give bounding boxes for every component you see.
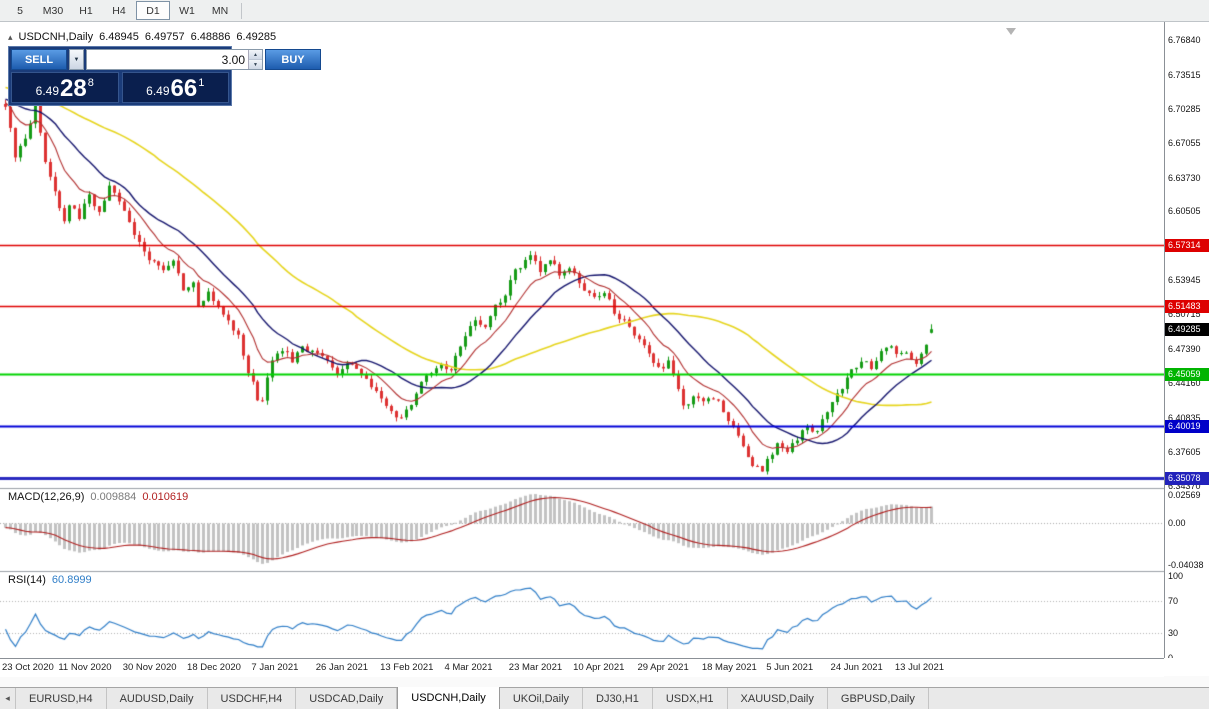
- price-axis-label: 6.40835: [1168, 412, 1201, 423]
- date-axis-label: 5 Jun 2021: [766, 662, 814, 673]
- macd-main-value: 0.009884: [90, 491, 137, 503]
- price-axis-label: 6.73515: [1168, 69, 1201, 80]
- timeframe-button-5[interactable]: 5: [17, 4, 23, 17]
- tab-eurusd-h4[interactable]: EURUSD,H4: [16, 688, 107, 709]
- ohlc-open: 6.48945: [99, 31, 139, 43]
- timeframe-toolbar: 5 M30 H1 H4 D1 W1 MN: [0, 0, 1209, 22]
- macd-axis-label: 0.02569: [1168, 490, 1201, 501]
- symbol-tabbar: ◂ EURUSD,H4 AUDUSD,Daily USDCHF,H4 USDCAD,Da…: [0, 687, 1209, 709]
- date-axis-label: 11 Nov 2020: [58, 662, 112, 673]
- volume-step-down-icon[interactable]: ▼: [249, 60, 262, 69]
- volume-step-up-icon[interactable]: ▲: [249, 50, 262, 60]
- price-axis-label: 6.60505: [1168, 206, 1201, 217]
- price-axis-label: 6.50715: [1168, 309, 1201, 320]
- price-axis-label: 6.70285: [1168, 103, 1201, 114]
- volume-stepper: ▲ ▼: [248, 50, 262, 69]
- price-axis-label: 6.37605: [1168, 446, 1201, 457]
- volume-input[interactable]: [87, 50, 248, 69]
- macd-signal-value: 0.010619: [142, 491, 189, 503]
- line-price-badge: 6.35078: [1165, 472, 1209, 486]
- timeframe-button-h4[interactable]: H4: [112, 4, 126, 17]
- rsi-title: RSI(14): [8, 574, 46, 586]
- price-axis-label: 6.53945: [1168, 275, 1201, 286]
- price-axis-label: 6.67055: [1168, 137, 1201, 148]
- timeframe-button-w1[interactable]: W1: [179, 4, 195, 17]
- tab-usdchf-h4[interactable]: USDCHF,H4: [208, 688, 297, 709]
- date-axis-label: 4 Mar 2021: [444, 662, 493, 673]
- tab-ukoil-daily[interactable]: UKOil,Daily: [500, 688, 584, 709]
- date-axis-label: 30 Nov 2020: [122, 662, 177, 673]
- price-axis-label: 6.63730: [1168, 172, 1201, 183]
- sell-price-sup: 8: [87, 77, 94, 89]
- price-axis-label: 6.47390: [1168, 344, 1201, 355]
- chart-shift-marker[interactable]: [1006, 28, 1016, 35]
- tab-usdcnh-daily[interactable]: USDCNH,Daily: [397, 687, 500, 709]
- volume-field: ▲ ▼: [86, 49, 263, 70]
- rsi-value: 60.8999: [51, 574, 92, 586]
- tab-scroll-left-icon[interactable]: ◂: [0, 688, 16, 709]
- tab-audusd-daily[interactable]: AUDUSD,Daily: [107, 688, 208, 709]
- price-axis-label: 6.76840: [1168, 35, 1201, 46]
- date-axis-label: 26 Jan 2021: [315, 662, 369, 673]
- macd-header: MACD(12,26,9) 0.009884 0.010619: [8, 491, 188, 503]
- toolbar-separator: [241, 2, 242, 19]
- volume-dropdown-icon[interactable]: ▼: [69, 49, 84, 70]
- date-axis-label: 18 Dec 2020: [187, 662, 241, 673]
- rsi-axis-label: 0: [1168, 653, 1174, 658]
- chart-region: ▴ USDCNH,Daily 6.48945 6.49757 6.48886 6…: [0, 22, 1209, 677]
- date-axis-label: 10 Apr 2021: [573, 662, 625, 673]
- buy-price-big: 66: [170, 75, 198, 102]
- date-axis-label: 29 Apr 2021: [637, 662, 689, 673]
- price-axis-label: 6.34370: [1168, 480, 1201, 491]
- sell-price-big: 28: [60, 75, 87, 102]
- date-axis-label: 24 Jun 2021: [830, 662, 883, 673]
- ohlc-high: 6.49757: [144, 31, 185, 43]
- tab-usdcad-daily[interactable]: USDCAD,Daily: [296, 688, 398, 709]
- ohlc-close: 6.49285: [236, 31, 277, 43]
- buy-button[interactable]: BUY: [265, 49, 321, 70]
- timeframe-button-d1[interactable]: D1: [136, 1, 170, 20]
- one-click-collapse-icon[interactable]: ▴: [8, 32, 13, 42]
- chart-canvas[interactable]: [0, 22, 1164, 658]
- rsi-header: RSI(14) 60.8999: [8, 574, 92, 586]
- date-axis-label: 13 Feb 2021: [380, 662, 434, 673]
- buy-price-sup: 1: [198, 77, 205, 89]
- rsi-axis-label: 30: [1168, 628, 1179, 639]
- ohlc-low: 6.48886: [190, 31, 231, 43]
- line-price-badge: 6.45059: [1165, 367, 1209, 381]
- tab-xauusd-daily[interactable]: XAUUSD,Daily: [728, 688, 828, 709]
- date-axis-label: 13 Jul 2021: [894, 662, 945, 673]
- buy-price-display[interactable]: 6.49 66 1: [121, 72, 229, 103]
- macd-title: MACD(12,26,9): [8, 491, 85, 503]
- price-axis[interactable]: 6.76840 6.73515 6.70285 6.67055 6.63730 6.605…: [1164, 22, 1209, 658]
- sell-price-base: 6.49: [35, 84, 60, 98]
- date-axis-label: 23 Mar 2021: [508, 662, 563, 673]
- timeframe-button-h1[interactable]: H1: [79, 4, 93, 17]
- line-price-badge: 6.57314: [1165, 238, 1209, 252]
- macd-axis-label: 0.00: [1168, 517, 1186, 528]
- symbol-label: USDCNH,Daily: [18, 31, 94, 43]
- timeframe-button-m30[interactable]: M30: [42, 4, 64, 17]
- tab-usdx-h1[interactable]: USDX,H1: [653, 688, 728, 709]
- line-price-badge: 6.40019: [1165, 420, 1209, 434]
- timeframe-button-mn[interactable]: MN: [211, 4, 229, 17]
- date-axis-label: 23 Oct 2020: [2, 662, 54, 673]
- date-axis-label: 7 Jan 2021: [251, 662, 299, 673]
- current-price-badge: 6.49285: [1165, 323, 1209, 337]
- line-price-badge: 6.51483: [1165, 300, 1209, 314]
- rsi-axis-label: 70: [1168, 595, 1179, 606]
- chart-symbol-header: ▴ USDCNH,Daily 6.48945 6.49757 6.48886 6…: [8, 31, 276, 43]
- date-axis-label: 18 May 2021: [701, 662, 757, 673]
- buy-price-base: 6.49: [146, 84, 170, 98]
- rsi-axis-label: 100: [1168, 571, 1184, 581]
- sell-button[interactable]: SELL: [11, 49, 67, 70]
- sell-price-display[interactable]: 6.49 28 8: [11, 72, 119, 103]
- tab-dj30-h1[interactable]: DJ30,H1: [583, 688, 653, 709]
- macd-axis-label: -0.04038: [1168, 560, 1204, 571]
- one-click-trading-panel: SELL ▼ ▲ ▼ BUY 6.49 28 8 6.4: [8, 46, 321, 106]
- date-axis[interactable]: 23 Oct 2020 11 Nov 2020 30 Nov 2020 18 Dec …: [0, 658, 1164, 677]
- price-axis-label: 6.44160: [1168, 378, 1201, 388]
- tab-gbpusd-daily[interactable]: GBPUSD,Daily: [828, 688, 929, 709]
